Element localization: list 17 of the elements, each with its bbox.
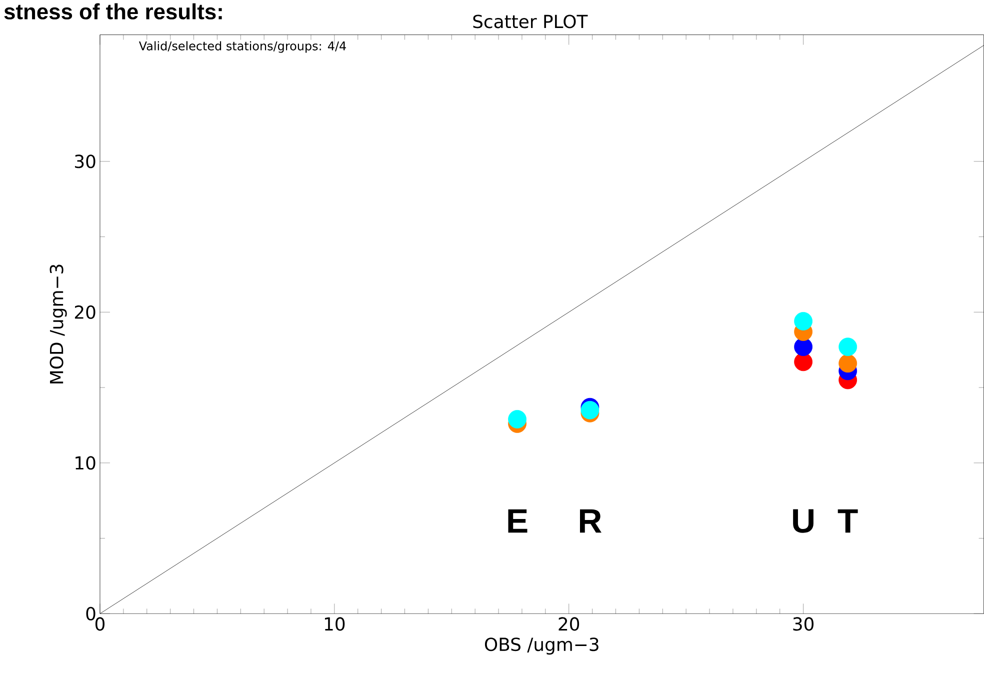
annotation: Valid/selected stations/groups: 4/4 (138, 41, 346, 53)
annotation: R (580, 510, 602, 533)
y-tick-label: 0 (86, 607, 96, 621)
y-tick-label: 30 (75, 154, 96, 168)
annotation: T (838, 510, 858, 533)
x-tick-label: 10 (324, 617, 345, 631)
x-tick-label: 20 (558, 617, 580, 631)
y-axis-title: MOD /ugm−3 (50, 264, 67, 384)
annotation: E (508, 510, 528, 533)
x-axis-title: OBS /ugm−3 (484, 638, 598, 655)
y-tick-label: 10 (76, 456, 96, 470)
annotation: U (793, 509, 814, 534)
y-tick-label: 20 (74, 306, 96, 320)
x-tick-label: 30 (793, 617, 814, 631)
x-tick-label: 0 (95, 617, 104, 631)
chart-title: Scatter PLOT (473, 14, 588, 28)
text: stness of the results: (4, 3, 222, 20)
